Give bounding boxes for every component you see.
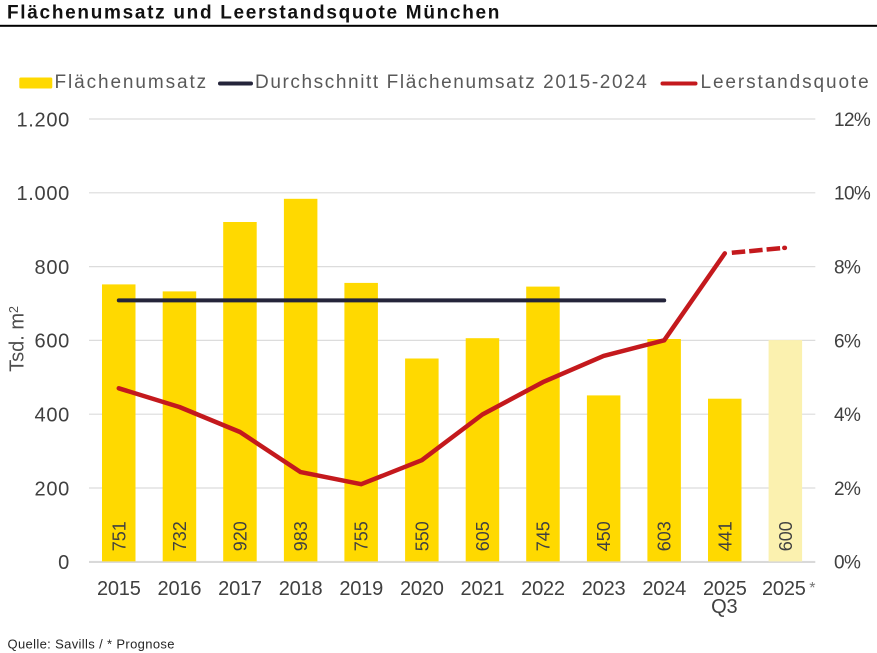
svg-text:2018: 2018	[279, 578, 323, 600]
svg-text:1.200: 1.200	[16, 109, 70, 131]
svg-text:Quelle: Savills / * Prognose: Quelle: Savills / * Prognose	[8, 637, 175, 652]
svg-text:200: 200	[35, 478, 70, 500]
svg-text:2020: 2020	[400, 578, 444, 600]
svg-text:2024: 2024	[642, 578, 686, 600]
svg-text:0: 0	[58, 552, 70, 574]
svg-text:Tsd. m2: Tsd. m2	[6, 306, 28, 372]
svg-text:Flächenumsatz und Leerstandsqu: Flächenumsatz und Leerstandsquote Münche…	[7, 2, 501, 23]
svg-text:983: 983	[291, 521, 311, 551]
svg-text:400: 400	[35, 405, 70, 427]
svg-text:10%: 10%	[834, 184, 871, 205]
svg-text:0%: 0%	[834, 553, 861, 574]
svg-text:2015: 2015	[97, 578, 141, 600]
svg-text:2021: 2021	[461, 578, 505, 600]
svg-text:605: 605	[473, 521, 493, 551]
svg-text:2025: 2025	[703, 578, 747, 600]
svg-text:2023: 2023	[582, 578, 626, 600]
svg-text:450: 450	[594, 521, 614, 551]
svg-text:603: 603	[655, 521, 675, 551]
svg-text:2016: 2016	[158, 578, 202, 600]
svg-text:Flächenumsatz: Flächenumsatz	[55, 72, 209, 93]
svg-text:600: 600	[35, 331, 70, 353]
svg-text:755: 755	[352, 521, 372, 551]
svg-text:Q3: Q3	[711, 596, 737, 618]
svg-text:920: 920	[231, 521, 251, 551]
svg-text:4%: 4%	[834, 405, 861, 426]
svg-text:2022: 2022	[521, 578, 565, 600]
svg-text:2017: 2017	[218, 578, 262, 600]
svg-text:600: 600	[776, 521, 796, 551]
svg-text:6%: 6%	[834, 331, 861, 352]
svg-text:Leerstandsquote: Leerstandsquote	[701, 72, 871, 93]
svg-text:1.000: 1.000	[16, 183, 70, 205]
svg-text:745: 745	[534, 521, 554, 551]
svg-text:12%: 12%	[834, 110, 871, 131]
svg-text:732: 732	[170, 521, 190, 551]
svg-text:8%: 8%	[834, 258, 861, 279]
svg-text:550: 550	[412, 521, 432, 551]
svg-text:2019: 2019	[339, 578, 383, 600]
svg-text:800: 800	[35, 257, 70, 279]
svg-text:Durchschnitt Flächenumsatz 201: Durchschnitt Flächenumsatz 2015-2024	[255, 72, 648, 93]
svg-text:2025*: 2025 *	[762, 578, 815, 600]
svg-text:441: 441	[715, 521, 735, 551]
svg-text:751: 751	[109, 521, 129, 551]
svg-text:2%: 2%	[834, 479, 861, 500]
